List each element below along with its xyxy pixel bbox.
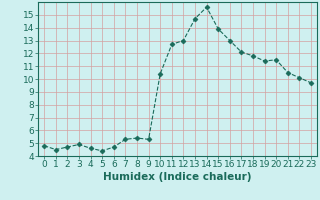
X-axis label: Humidex (Indice chaleur): Humidex (Indice chaleur) bbox=[103, 172, 252, 182]
